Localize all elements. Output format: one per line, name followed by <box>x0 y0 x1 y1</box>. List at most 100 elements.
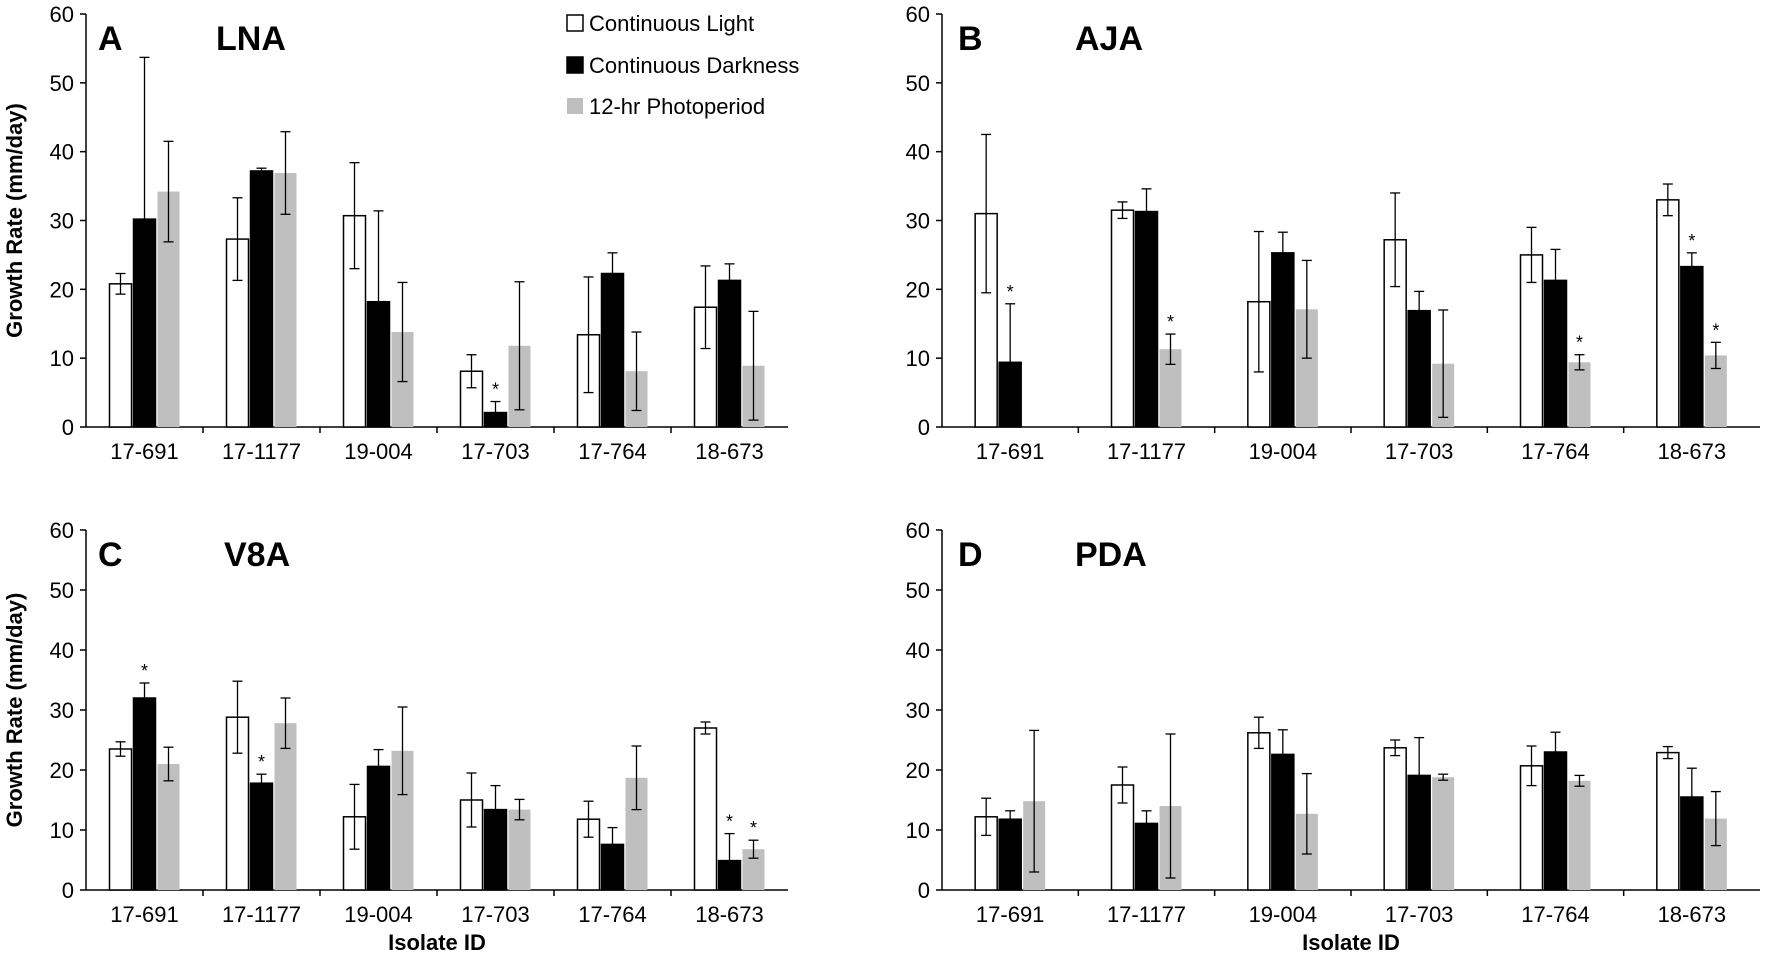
x-tick-label: 17-764 <box>578 439 647 464</box>
panel-title: PDA <box>1075 536 1147 574</box>
x-tick-label: 17-703 <box>1385 902 1454 927</box>
y-tick-label: 60 <box>50 2 74 27</box>
y-tick-label: 50 <box>50 71 74 96</box>
x-tick-label: 18-673 <box>1658 902 1727 927</box>
bar-continuous-darkness <box>1136 212 1158 427</box>
x-tick-label: 18-673 <box>695 439 764 464</box>
y-tick-label: 0 <box>62 878 74 903</box>
bar-continuous-darkness <box>999 819 1021 890</box>
x-tick-label: 17-691 <box>976 439 1045 464</box>
chart-panel-c: 0 10 20 30 40 50 60 17-691 * 17-1177 * 19-004 17-703… <box>2 518 788 955</box>
y-tick-label: 60 <box>906 518 930 543</box>
y-tick-label: 40 <box>50 638 74 663</box>
x-tick-label: 17-691 <box>110 439 179 464</box>
x-tick-label: 17-1177 <box>222 902 301 927</box>
bar-continuous-darkness <box>134 698 156 890</box>
bar-continuous-darkness <box>1545 752 1567 890</box>
chart-panel-d: 0 10 20 30 40 50 60 17-691 17-1177 19-004 17-703 17… <box>906 518 1760 955</box>
y-axis-title: Growth Rate (mm/day) <box>2 103 27 338</box>
y-tick-label: 30 <box>50 698 74 723</box>
bar-continuous-darkness <box>251 783 273 890</box>
y-tick-label: 10 <box>50 346 74 371</box>
x-tick-label: 19-004 <box>1249 439 1318 464</box>
significance-marker: * <box>258 752 265 772</box>
y-tick-label: 20 <box>50 758 74 783</box>
panel-letter: B <box>958 20 983 58</box>
y-tick-label: 50 <box>50 578 74 603</box>
figure: 0 10 20 30 40 50 60 17-691 17-1177 19-004 17-703 * 1… <box>0 0 1772 962</box>
legend-swatch-continuous-darkness <box>567 57 583 73</box>
x-tick-label: 18-673 <box>1658 439 1727 464</box>
y-tick-label: 10 <box>906 346 930 371</box>
significance-marker: * <box>492 380 499 400</box>
x-tick-label: 17-691 <box>110 902 179 927</box>
y-tick-label: 30 <box>906 698 930 723</box>
y-tick-label: 0 <box>918 415 930 440</box>
bar-continuous-light <box>110 749 132 890</box>
x-tick-label: 19-004 <box>344 439 413 464</box>
y-tick-label: 60 <box>50 518 74 543</box>
panels-layer: 0 10 20 30 40 50 60 17-691 17-1177 19-004 17-703 * 1… <box>2 2 1760 955</box>
y-tick-label: 10 <box>50 818 74 843</box>
x-tick-label: 17-703 <box>461 902 530 927</box>
y-tick-label: 40 <box>906 140 930 165</box>
panel-letter: D <box>958 536 983 574</box>
y-tick-label: 20 <box>50 277 74 302</box>
y-tick-label: 30 <box>906 209 930 234</box>
bar-continuous-light <box>1112 210 1134 427</box>
y-tick-label: 40 <box>50 140 74 165</box>
bar-continuous-darkness <box>602 274 624 427</box>
x-tick-label: 17-764 <box>1521 439 1590 464</box>
x-tick-label: 17-1177 <box>1107 902 1186 927</box>
y-tick-label: 0 <box>918 878 930 903</box>
panel-letter: A <box>98 20 123 58</box>
bar-continuous-darkness <box>719 280 741 427</box>
y-axis-title: Growth Rate (mm/day) <box>2 593 27 828</box>
x-tick-label: 17-703 <box>1385 439 1454 464</box>
bar-continuous-light <box>1657 200 1679 427</box>
significance-marker: * <box>141 661 148 681</box>
bar-continuous-light <box>1248 733 1270 890</box>
x-tick-label: 18-673 <box>695 902 764 927</box>
y-tick-label: 10 <box>906 818 930 843</box>
bar-continuous-darkness <box>1272 253 1294 427</box>
significance-marker: * <box>1688 231 1695 251</box>
legend-label-continuous-light: Continuous Light <box>589 11 754 36</box>
x-tick-label: 17-1177 <box>1107 439 1186 464</box>
bar-photoperiod <box>1569 362 1591 427</box>
bar-photoperiod <box>509 810 531 890</box>
legend-swatch-continuous-light <box>567 15 583 31</box>
y-tick-label: 30 <box>50 209 74 234</box>
bar-photoperiod <box>1432 777 1454 890</box>
panel-letter: C <box>98 536 123 574</box>
x-tick-label: 17-764 <box>1521 902 1590 927</box>
x-axis-title: Isolate ID <box>388 930 486 955</box>
significance-marker: * <box>1007 282 1014 302</box>
bar-continuous-light <box>695 728 717 890</box>
bar-photoperiod <box>158 764 180 890</box>
significance-marker: * <box>726 812 733 832</box>
y-tick-label: 60 <box>906 2 930 27</box>
significance-marker: * <box>1712 320 1719 340</box>
legend-label-continuous-darkness: Continuous Darkness <box>589 53 799 78</box>
significance-marker: * <box>1167 312 1174 332</box>
legend-swatch-photoperiod <box>567 98 583 114</box>
y-tick-label: 40 <box>906 638 930 663</box>
significance-marker: * <box>750 818 757 838</box>
bar-continuous-darkness <box>368 766 390 890</box>
x-tick-label: 19-004 <box>344 902 413 927</box>
y-tick-label: 0 <box>62 415 74 440</box>
bar-continuous-light <box>1384 748 1406 890</box>
y-tick-label: 20 <box>906 758 930 783</box>
panel-title: AJA <box>1075 20 1143 58</box>
x-tick-label: 19-004 <box>1249 902 1318 927</box>
significance-marker: * <box>1576 333 1583 353</box>
bar-continuous-light <box>1657 753 1679 890</box>
bar-continuous-darkness <box>251 171 273 427</box>
x-tick-label: 17-703 <box>461 439 530 464</box>
legend: Continuous Light Continuous Darkness 12-… <box>567 11 799 119</box>
y-tick-label: 20 <box>906 277 930 302</box>
panel-title: LNA <box>216 20 286 58</box>
x-tick-label: 17-764 <box>578 902 647 927</box>
legend-label-photoperiod: 12-hr Photoperiod <box>589 94 765 119</box>
